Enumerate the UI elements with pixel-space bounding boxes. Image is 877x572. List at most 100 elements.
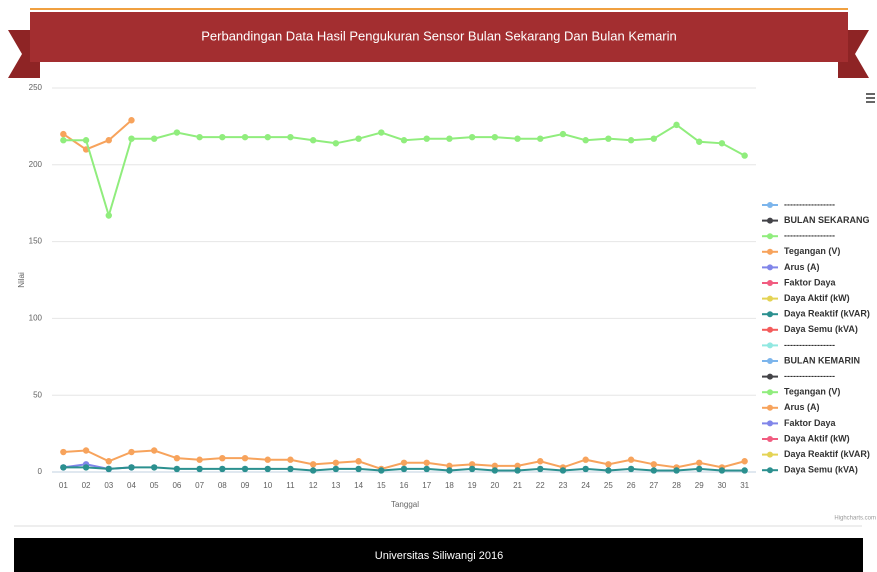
data-point (741, 152, 748, 159)
data-point (105, 137, 112, 144)
data-point (128, 464, 135, 471)
data-point (627, 137, 635, 144)
x-tick-label: 30 (717, 481, 726, 490)
x-tick-label: 22 (536, 481, 545, 490)
data-point (514, 135, 521, 142)
x-tick-label: 07 (195, 481, 204, 490)
data-point (423, 459, 430, 466)
legend-marker (767, 264, 773, 271)
data-point (400, 465, 408, 473)
legend-label: ----------------- (784, 199, 835, 209)
data-point (173, 465, 181, 473)
legend-marker (767, 358, 773, 364)
legend-label: Tegangan (V) (784, 387, 840, 397)
data-point (537, 465, 544, 473)
data-point (332, 465, 340, 473)
data-point (559, 130, 567, 138)
legend-label: Daya Semu (kVA) (784, 465, 858, 475)
data-point (673, 467, 680, 474)
data-point (718, 467, 726, 474)
data-point (741, 467, 748, 474)
data-point (355, 458, 362, 465)
data-point (696, 138, 703, 145)
data-point (150, 464, 158, 471)
data-point (355, 465, 362, 473)
data-point (173, 454, 181, 462)
legend-marker (767, 248, 773, 255)
x-tick-label: 24 (581, 481, 590, 490)
menu-icon[interactable] (866, 93, 875, 103)
data-point (378, 129, 385, 136)
data-point (105, 465, 112, 473)
data-point (196, 133, 203, 141)
menu-bar[interactable] (866, 97, 875, 99)
data-point (491, 467, 499, 474)
data-point (355, 135, 362, 142)
x-tick-label: 02 (82, 481, 91, 490)
data-point (468, 465, 476, 473)
data-point (264, 465, 271, 473)
data-point (219, 133, 226, 141)
legend-label: Daya Aktif (kW) (784, 293, 850, 303)
data-point (400, 459, 408, 466)
data-point (741, 458, 748, 465)
x-tick-label: 20 (490, 481, 499, 490)
y-tick-label: 0 (38, 467, 43, 476)
data-point (605, 135, 612, 142)
data-point (446, 467, 453, 474)
data-point (264, 456, 271, 463)
x-tick-label: 27 (649, 481, 658, 490)
footer (14, 538, 863, 572)
x-tick-label: 01 (59, 481, 68, 490)
data-point (332, 459, 340, 466)
data-point (82, 137, 90, 144)
data-point (582, 137, 589, 144)
x-tick-label: 09 (241, 481, 250, 490)
x-tick-label: 03 (104, 481, 113, 490)
data-point (309, 467, 317, 474)
data-point (423, 135, 430, 142)
legend-label: ----------------- (784, 231, 835, 241)
legend-label: BULAN KEMARIN (784, 355, 860, 365)
x-tick-label: 19 (468, 481, 477, 490)
x-tick-label: 14 (354, 481, 363, 490)
data-point (264, 133, 271, 141)
x-tick-label: 11 (286, 481, 295, 490)
y-tick-label: 200 (29, 160, 43, 169)
data-point (491, 133, 499, 141)
data-point (60, 464, 67, 471)
page-title: Perbandingan Data Hasil Pengukuran Senso… (201, 28, 677, 43)
data-point (537, 458, 544, 465)
legend-label: ----------------- (784, 340, 835, 350)
x-tick-label: 23 (559, 481, 568, 490)
legend-marker (767, 436, 773, 442)
x-axis-label: Tanggal (391, 500, 419, 509)
data-point (309, 137, 317, 144)
x-tick-label: 13 (331, 481, 340, 490)
data-point (60, 130, 67, 138)
data-point (446, 135, 453, 142)
data-point (128, 448, 135, 456)
legend-marker (767, 420, 773, 427)
x-tick-label: 25 (604, 481, 613, 490)
data-point (150, 447, 158, 454)
data-point (627, 465, 635, 473)
data-point (559, 467, 567, 474)
data-point (423, 465, 430, 473)
data-point (196, 456, 203, 463)
data-point (514, 467, 521, 474)
legend-label: Daya Reaktif (kVAR) (784, 449, 870, 459)
legend-label: Arus (A) (784, 402, 820, 412)
legend-marker (767, 373, 773, 380)
x-tick-label: 08 (218, 481, 227, 490)
data-point (219, 465, 226, 473)
data-point (105, 458, 112, 465)
menu-bar[interactable] (866, 101, 875, 103)
legend-label: Daya Aktif (kW) (784, 433, 850, 443)
menu-bar[interactable] (866, 93, 875, 95)
data-point (650, 467, 658, 474)
legend-marker (767, 311, 773, 318)
data-point (332, 140, 340, 147)
data-point (650, 135, 658, 142)
